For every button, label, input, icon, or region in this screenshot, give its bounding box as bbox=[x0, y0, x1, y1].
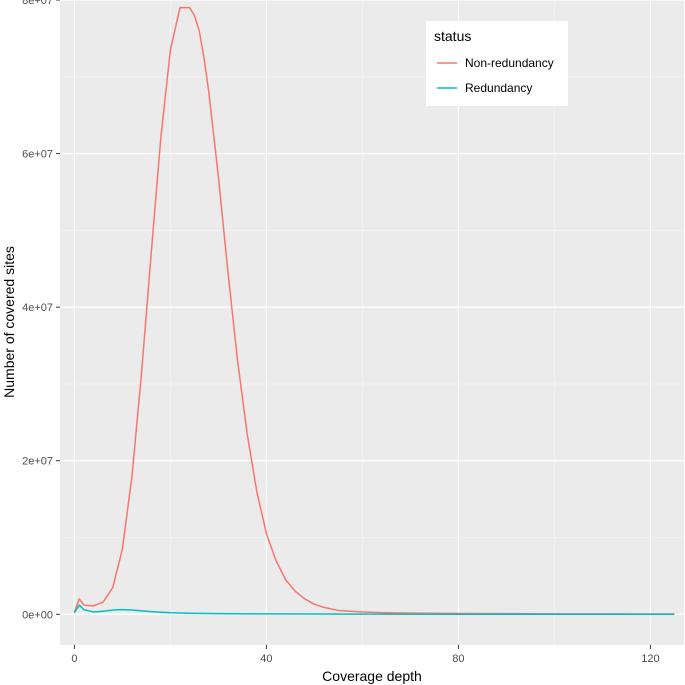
x-axis-title: Coverage depth bbox=[322, 668, 422, 684]
grid-minor bbox=[60, 0, 684, 645]
legend-title: status bbox=[434, 28, 471, 44]
legend-label-non-redundancy: Non-redundancy bbox=[465, 56, 554, 70]
y-tick-label: 2e+07 bbox=[22, 456, 53, 468]
y-tick-label: 6e+07 bbox=[22, 149, 53, 161]
y-axis-title: Number of covered sites bbox=[1, 246, 17, 398]
x-tick-label: 0 bbox=[71, 653, 77, 665]
series-line-redundancy bbox=[73, 604, 675, 616]
legend: status Non-redundancy Redundancy bbox=[426, 21, 568, 106]
series-layer bbox=[73, 6, 675, 616]
legend-label-redundancy: Redundancy bbox=[465, 81, 532, 95]
y-axis: 0e+00 2e+07 4e+07 6e+07 8e+07 bbox=[22, 0, 60, 621]
y-tick-label: 8e+07 bbox=[22, 0, 53, 7]
series-line-non-redundancy bbox=[73, 6, 675, 615]
y-tick-label: 4e+07 bbox=[22, 302, 53, 314]
x-axis: 0 40 80 120 bbox=[71, 645, 660, 665]
x-tick-label: 120 bbox=[641, 653, 659, 665]
y-tick-label: 0e+00 bbox=[22, 609, 53, 621]
x-tick-label: 80 bbox=[452, 653, 464, 665]
grid-major bbox=[60, 0, 684, 645]
x-tick-label: 40 bbox=[260, 653, 272, 665]
plot-panel bbox=[60, 0, 684, 645]
